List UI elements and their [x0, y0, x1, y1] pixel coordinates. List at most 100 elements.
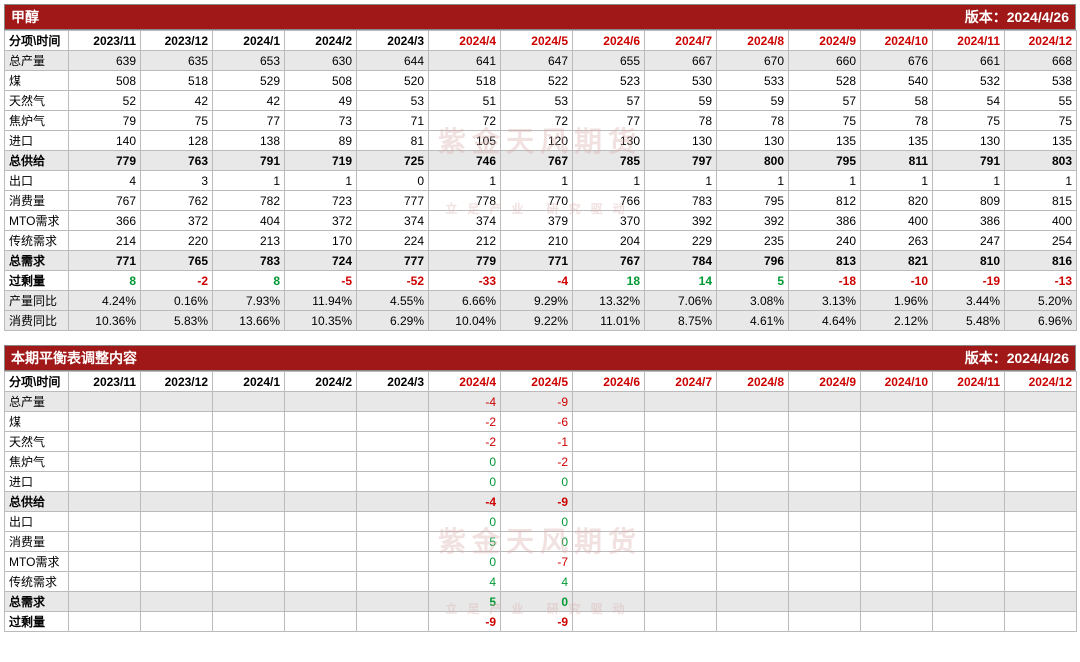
cell	[357, 572, 429, 592]
cell	[285, 452, 357, 472]
table-row: 过剩量8-28-5-52-33-418145-18-10-19-13	[5, 271, 1077, 291]
cell: 508	[69, 71, 141, 91]
table-row: 过剩量-9-9	[5, 612, 1077, 632]
cell	[573, 532, 645, 552]
cell: 54	[933, 91, 1005, 111]
cell: 214	[69, 231, 141, 251]
cell: -2	[429, 432, 501, 452]
cell: 518	[429, 71, 501, 91]
cell: 771	[501, 251, 573, 271]
cell: 9.22%	[501, 311, 573, 331]
cell: 0	[429, 512, 501, 532]
period-header: 2024/5	[501, 372, 573, 392]
cell: 668	[1005, 51, 1077, 71]
row-label: 进口	[5, 131, 69, 151]
cell	[789, 392, 861, 412]
row-label: 总供给	[5, 151, 69, 171]
cell	[1005, 412, 1077, 432]
cell: 59	[717, 91, 789, 111]
cell	[1005, 512, 1077, 532]
cell: 77	[573, 111, 645, 131]
cell: 372	[141, 211, 213, 231]
cell: 670	[717, 51, 789, 71]
cell: 240	[789, 231, 861, 251]
table-row: 煤-2-6	[5, 412, 1077, 432]
cell: 120	[501, 131, 573, 151]
cell: 4	[69, 171, 141, 191]
cell: 767	[573, 251, 645, 271]
table-row: 煤508518529508520518522523530533528540532…	[5, 71, 1077, 91]
period-header: 2024/9	[789, 31, 861, 51]
cell: 210	[501, 231, 573, 251]
table-row: 传统需求214220213170224212210204229235240263…	[5, 231, 1077, 251]
cell: 528	[789, 71, 861, 91]
table-row: 出口00	[5, 512, 1077, 532]
cell	[285, 592, 357, 612]
cell: 1	[213, 171, 285, 191]
cell	[717, 492, 789, 512]
cell	[861, 412, 933, 432]
cell	[573, 432, 645, 452]
cell	[717, 452, 789, 472]
table-row: 进口00	[5, 472, 1077, 492]
cell: 811	[861, 151, 933, 171]
cell	[69, 452, 141, 472]
cell: 762	[141, 191, 213, 211]
cell	[789, 432, 861, 452]
cell	[645, 412, 717, 432]
cell: 220	[141, 231, 213, 251]
table-row: 总需求50	[5, 592, 1077, 612]
cell: 529	[213, 71, 285, 91]
cell	[789, 492, 861, 512]
cell	[933, 492, 1005, 512]
period-header: 2024/6	[573, 31, 645, 51]
cell: 784	[645, 251, 717, 271]
period-header: 2024/3	[357, 31, 429, 51]
cell	[141, 552, 213, 572]
cell: 10.04%	[429, 311, 501, 331]
cell: 816	[1005, 251, 1077, 271]
cell: 1	[717, 171, 789, 191]
table1-title: 甲醇	[11, 7, 39, 27]
cell	[1005, 532, 1077, 552]
header-label: 分项\时间	[5, 31, 69, 51]
cell: 777	[357, 251, 429, 271]
cell	[141, 432, 213, 452]
cell: 8.75%	[645, 311, 717, 331]
period-header: 2024/8	[717, 372, 789, 392]
cell: 135	[1005, 131, 1077, 151]
cell: 813	[789, 251, 861, 271]
cell: 725	[357, 151, 429, 171]
cell: 765	[141, 251, 213, 271]
cell: -18	[789, 271, 861, 291]
cell: -9	[501, 492, 573, 512]
cell	[141, 412, 213, 432]
cell	[933, 432, 1005, 452]
table-row: MTO需求36637240437237437437937039239238640…	[5, 211, 1077, 231]
cell	[69, 592, 141, 612]
cell	[1005, 612, 1077, 632]
cell: 782	[213, 191, 285, 211]
cell: -19	[933, 271, 1005, 291]
row-label: 传统需求	[5, 572, 69, 592]
cell: 78	[717, 111, 789, 131]
cell	[861, 472, 933, 492]
period-header: 2023/11	[69, 372, 141, 392]
cell: 57	[789, 91, 861, 111]
version-date-2: 2024/4/26	[1007, 350, 1069, 366]
cell	[789, 472, 861, 492]
cell: 224	[357, 231, 429, 251]
row-label: 出口	[5, 512, 69, 532]
cell: 379	[501, 211, 573, 231]
cell: -52	[357, 271, 429, 291]
cell	[789, 452, 861, 472]
cell	[645, 532, 717, 552]
period-header: 2024/3	[357, 372, 429, 392]
cell: 42	[141, 91, 213, 111]
row-label: 总需求	[5, 251, 69, 271]
cell	[357, 492, 429, 512]
cell	[213, 612, 285, 632]
cell: 540	[861, 71, 933, 91]
cell: 4.55%	[357, 291, 429, 311]
cell: 89	[285, 131, 357, 151]
